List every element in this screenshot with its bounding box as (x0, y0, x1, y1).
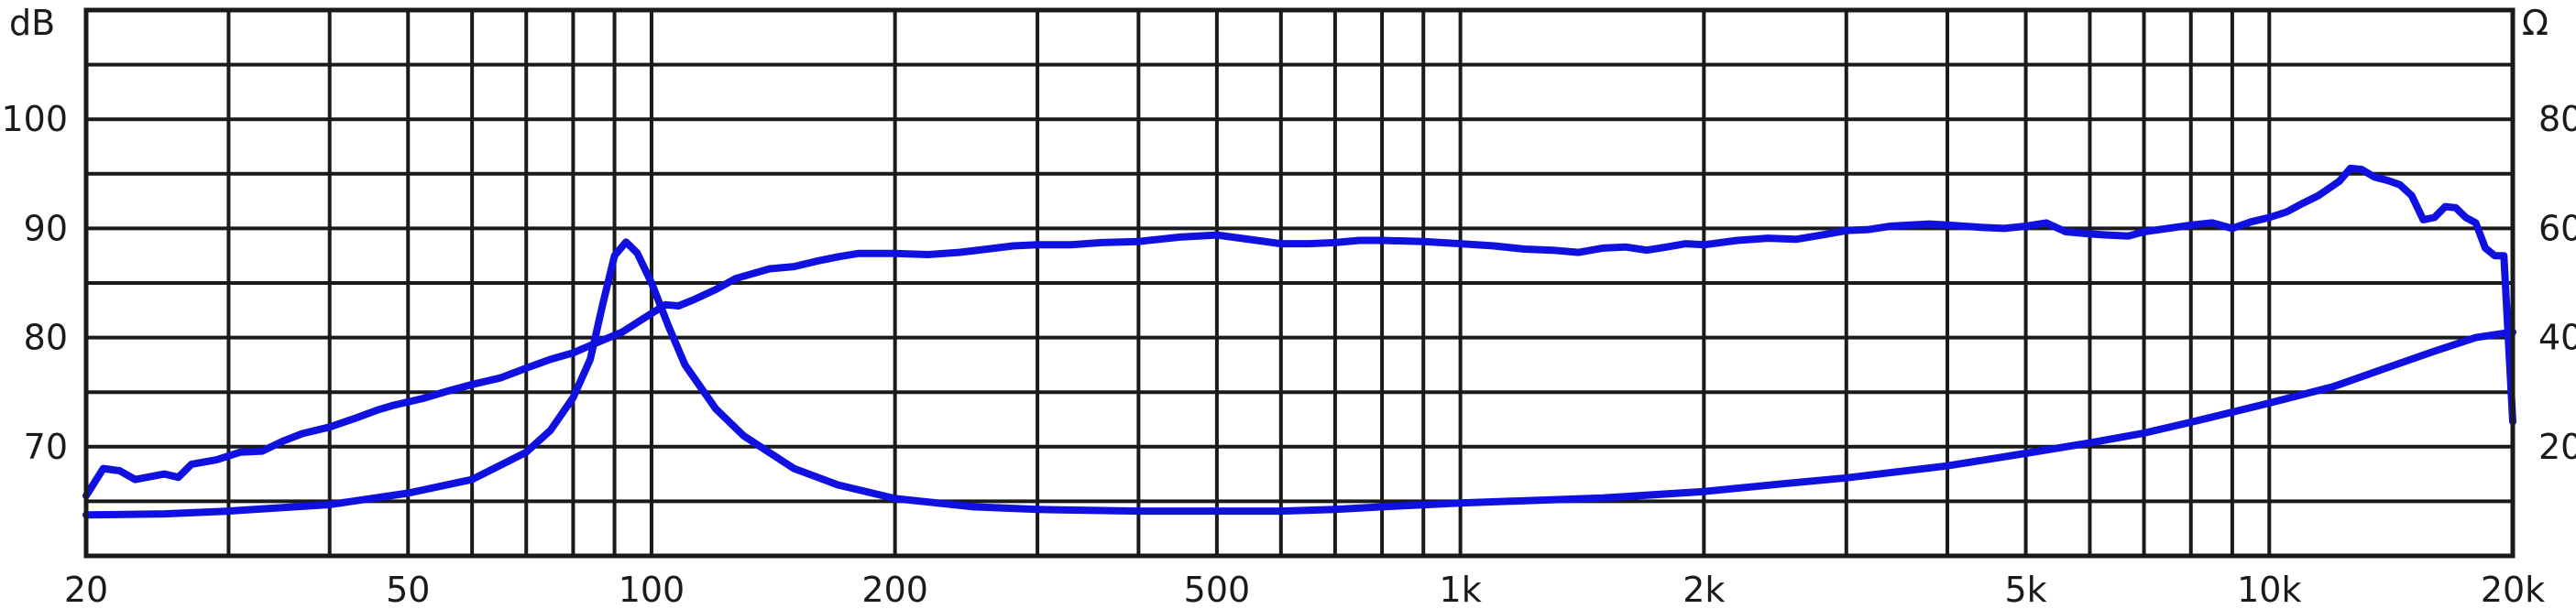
x-axis-ticks: 20 50 100 200 500 1k 2k 5k 10k 20k (64, 570, 2545, 609)
x-tick-label: 100 (619, 570, 685, 609)
left-y-tick-label: 80 (24, 318, 68, 358)
right-y-tick-label: 80 (2538, 99, 2576, 139)
x-tick-label: 200 (861, 570, 928, 609)
x-tick-label: 20 (64, 570, 108, 609)
spl-response-curve (82, 164, 2516, 500)
left-axis-unit: dB (9, 3, 55, 43)
x-tick-label: 10k (2237, 570, 2301, 609)
x-tick-label: 5k (2004, 570, 2046, 609)
right-y-axis-ticks: 20 40 60 80 (2538, 99, 2576, 467)
left-y-axis-ticks: 70 80 90 100 (1, 99, 68, 467)
x-tick-label: 1k (1440, 570, 1482, 609)
plot-frame (83, 7, 2516, 559)
left-y-tick-label: 90 (24, 208, 68, 248)
x-tick-label: 500 (1184, 570, 1251, 609)
right-y-tick-label: 60 (2538, 208, 2576, 248)
impedance-curve (82, 238, 2516, 519)
x-tick-label: 50 (386, 570, 430, 609)
chart-curves (82, 164, 2516, 519)
left-y-tick-label: 70 (24, 427, 68, 467)
right-y-tick-label: 20 (2538, 427, 2576, 467)
chart-grid (84, 8, 2515, 556)
left-y-tick-label: 100 (1, 99, 68, 139)
x-tick-label: 2k (1683, 570, 1725, 609)
right-axis-unit: Ω (2522, 3, 2549, 43)
x-tick-label: 20k (2481, 570, 2545, 609)
right-y-tick-label: 40 (2538, 318, 2576, 358)
